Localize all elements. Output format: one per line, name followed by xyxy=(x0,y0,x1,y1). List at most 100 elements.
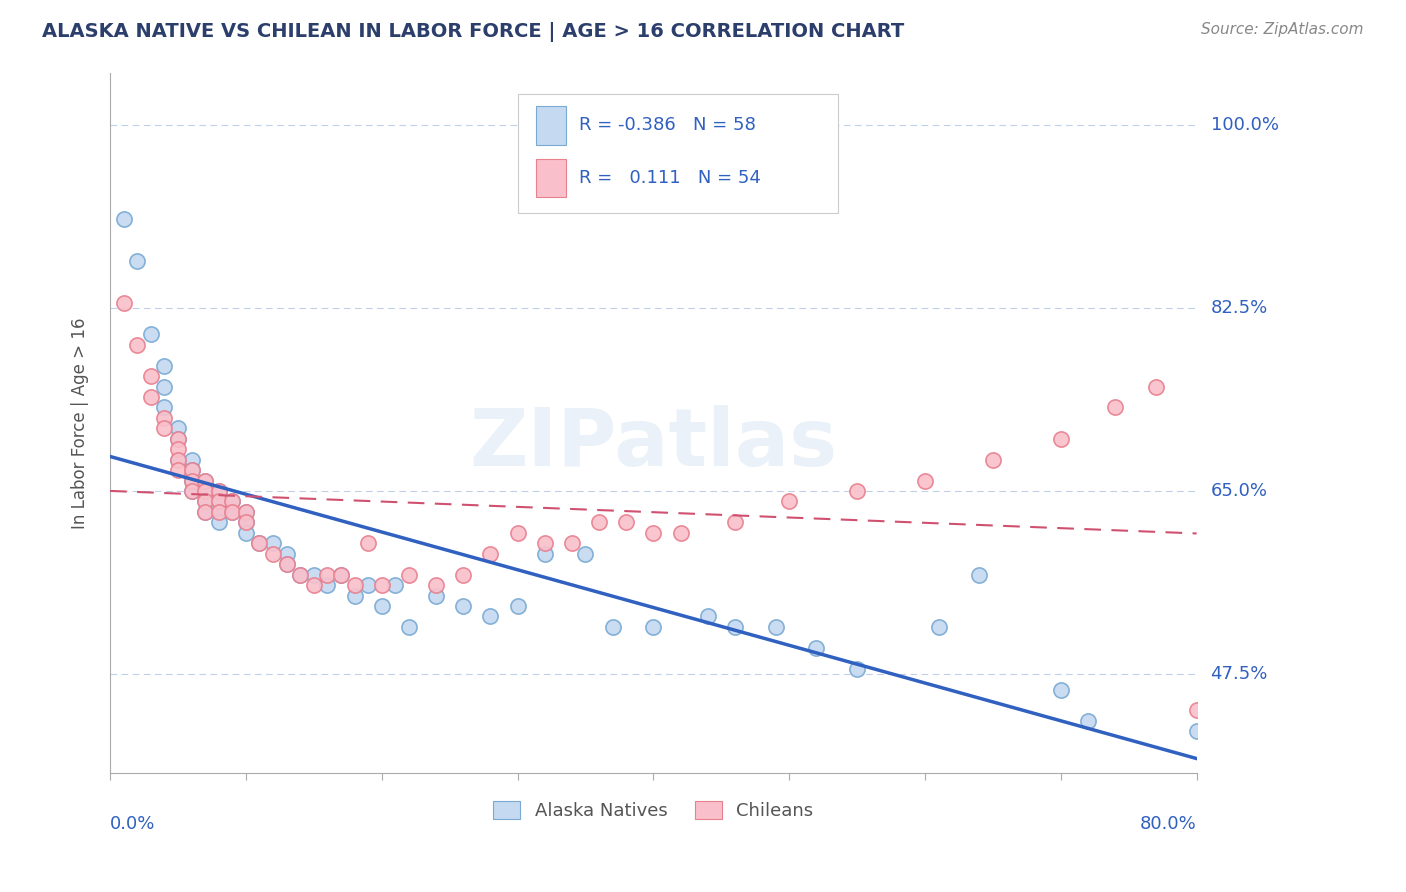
Point xyxy=(180,483,202,498)
Point xyxy=(221,494,243,508)
Point xyxy=(235,525,257,540)
Point xyxy=(112,296,135,310)
Point xyxy=(180,463,202,477)
Point xyxy=(588,516,610,530)
Point xyxy=(479,609,502,624)
Point xyxy=(194,474,217,488)
Point xyxy=(574,547,596,561)
Point xyxy=(167,442,190,457)
Point xyxy=(451,599,474,613)
Point xyxy=(928,620,950,634)
Point xyxy=(1144,379,1167,393)
Point xyxy=(316,578,339,592)
Point xyxy=(765,620,787,634)
Text: 100.0%: 100.0% xyxy=(1211,116,1278,134)
Text: ALASKA NATIVE VS CHILEAN IN LABOR FORCE | AGE > 16 CORRELATION CHART: ALASKA NATIVE VS CHILEAN IN LABOR FORCE … xyxy=(42,22,904,42)
Point xyxy=(208,505,231,519)
Point xyxy=(139,390,162,404)
Point xyxy=(806,640,828,655)
Text: 65.0%: 65.0% xyxy=(1211,482,1268,500)
Point xyxy=(506,525,529,540)
Point xyxy=(384,578,406,592)
Point xyxy=(235,505,257,519)
Point xyxy=(221,505,243,519)
Point xyxy=(167,432,190,446)
Point xyxy=(249,536,271,550)
Point xyxy=(276,557,298,571)
Point xyxy=(370,578,392,592)
Point xyxy=(153,410,176,425)
Text: R = -0.386   N = 58: R = -0.386 N = 58 xyxy=(579,117,756,135)
Point xyxy=(194,474,217,488)
Point xyxy=(249,536,271,550)
Point xyxy=(561,536,583,550)
Point xyxy=(1185,704,1208,718)
Point xyxy=(221,505,243,519)
Point xyxy=(208,494,231,508)
Point xyxy=(643,620,665,634)
Text: ZIPatlas: ZIPatlas xyxy=(470,405,838,483)
Point xyxy=(1104,401,1126,415)
Point xyxy=(112,212,135,227)
Point xyxy=(846,662,869,676)
Point xyxy=(1049,682,1071,697)
Point xyxy=(153,359,176,373)
Point xyxy=(276,557,298,571)
Point xyxy=(330,567,353,582)
Point xyxy=(167,421,190,435)
Point xyxy=(614,516,637,530)
Text: R =   0.111   N = 54: R = 0.111 N = 54 xyxy=(579,169,761,187)
Text: 0.0%: 0.0% xyxy=(110,815,156,833)
Point xyxy=(696,609,718,624)
Point xyxy=(208,516,231,530)
Point xyxy=(506,599,529,613)
Point xyxy=(343,589,366,603)
Point xyxy=(290,567,312,582)
Point xyxy=(981,452,1004,467)
Point xyxy=(724,620,747,634)
Point xyxy=(276,547,298,561)
Point xyxy=(425,589,447,603)
Point xyxy=(235,516,257,530)
Point xyxy=(533,547,555,561)
Point xyxy=(316,567,339,582)
Text: 82.5%: 82.5% xyxy=(1211,299,1268,318)
Point xyxy=(370,599,392,613)
Point xyxy=(180,474,202,488)
Point xyxy=(262,547,284,561)
Point xyxy=(167,452,190,467)
FancyBboxPatch shape xyxy=(517,94,838,213)
Point xyxy=(194,505,217,519)
Point xyxy=(139,327,162,342)
Point xyxy=(127,254,149,268)
FancyBboxPatch shape xyxy=(536,106,567,145)
Point xyxy=(1077,714,1099,728)
Point xyxy=(778,494,800,508)
Point xyxy=(167,452,190,467)
Point xyxy=(343,578,366,592)
Point xyxy=(602,620,624,634)
Point xyxy=(846,483,869,498)
Point xyxy=(208,483,231,498)
Point xyxy=(180,483,202,498)
Point xyxy=(479,547,502,561)
Point xyxy=(167,432,190,446)
Point xyxy=(425,578,447,592)
Point xyxy=(1049,432,1071,446)
Point xyxy=(262,536,284,550)
Point xyxy=(914,474,936,488)
Point xyxy=(235,516,257,530)
Point xyxy=(1185,724,1208,739)
Point xyxy=(669,525,692,540)
Text: 80.0%: 80.0% xyxy=(1140,815,1197,833)
Point xyxy=(208,494,231,508)
Point xyxy=(180,452,202,467)
Point xyxy=(208,483,231,498)
Point xyxy=(180,463,202,477)
Text: 47.5%: 47.5% xyxy=(1211,665,1268,683)
Y-axis label: In Labor Force | Age > 16: In Labor Force | Age > 16 xyxy=(72,318,89,529)
Point xyxy=(302,567,325,582)
Point xyxy=(153,421,176,435)
Point xyxy=(139,369,162,384)
Point xyxy=(194,494,217,508)
